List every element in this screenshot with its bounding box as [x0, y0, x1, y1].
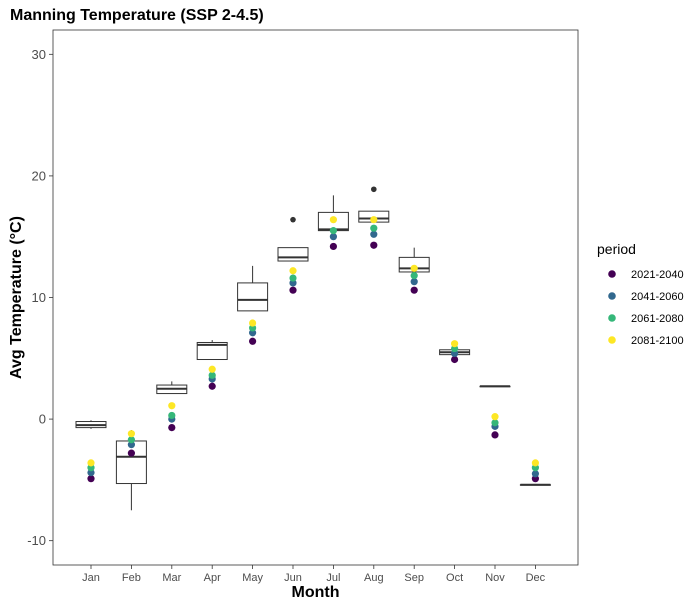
y-tick-label: 0: [39, 412, 46, 427]
box-may: [237, 265, 269, 312]
legend-key: [608, 336, 616, 344]
y-tick-label: -10: [27, 533, 46, 548]
series-point: [370, 230, 378, 238]
series-point: [491, 413, 499, 421]
series-point: [249, 319, 257, 327]
x-axis: Jan Feb Mar Apr May Jun Jul Aug Sep Oct Nov Dec: [82, 565, 546, 584]
x-tick-label: Feb: [122, 572, 141, 584]
x-tick-label: Nov: [485, 572, 505, 584]
box-apr: [196, 340, 228, 361]
series-point: [410, 278, 418, 286]
series-point: [491, 431, 499, 439]
legend-label: 2081-2100: [631, 335, 684, 347]
legend-title: period: [597, 241, 636, 257]
series-point: [531, 470, 540, 478]
series-point: [249, 337, 257, 345]
box-jan: [75, 420, 107, 429]
plot-layer: [75, 186, 551, 511]
box-iqr: [196, 341, 228, 361]
series-point: [410, 272, 418, 280]
series-point: [329, 233, 337, 241]
series-point: [410, 264, 418, 272]
series-2021-2040: [87, 241, 540, 483]
series-point: [208, 365, 216, 373]
series-point: [370, 224, 378, 232]
series-2081-2100: [87, 216, 540, 467]
box-dec: [519, 483, 551, 486]
legend-key: [608, 270, 616, 278]
box-sep: [398, 247, 430, 273]
box-iqr: [237, 282, 269, 312]
series-point: [168, 402, 176, 410]
x-tick-label: Jan: [82, 572, 100, 584]
x-tick-label: Oct: [446, 572, 463, 584]
y-tick-label: 30: [32, 47, 46, 62]
y-axis-title: Avg Temperature (°C): [8, 216, 25, 379]
series-point: [410, 286, 418, 294]
series-point: [329, 242, 337, 251]
series-point: [208, 371, 216, 379]
x-tick-label: Dec: [526, 572, 546, 584]
legend-label: 2061-2080: [631, 313, 684, 325]
y-tick-label: 20: [32, 168, 46, 183]
box-mar: [156, 381, 188, 395]
series-point: [168, 424, 176, 432]
series-point: [289, 267, 297, 275]
series-point: [370, 241, 378, 249]
series-point: [208, 382, 216, 390]
x-axis-title: Month: [292, 584, 340, 601]
series-point: [87, 475, 95, 483]
box-nov: [479, 385, 511, 388]
x-tick-label: Jul: [326, 572, 340, 584]
series-point: [370, 216, 378, 224]
x-tick-label: Mar: [162, 572, 181, 584]
x-tick-label: Apr: [204, 572, 221, 584]
series-point: [127, 449, 135, 457]
y-tick-label: 10: [32, 290, 46, 305]
x-tick-label: Sep: [404, 572, 424, 584]
series-point: [451, 355, 459, 364]
box-jun: [277, 216, 309, 262]
x-tick-label: May: [242, 572, 263, 584]
series-point: [87, 459, 95, 467]
series-point: [531, 459, 540, 467]
series-point: [329, 227, 337, 235]
series-point: [127, 436, 135, 444]
y-axis: -10 0 10 20 30: [27, 47, 53, 548]
legend-label: 2021-2040: [631, 269, 684, 281]
legend: period 2021-2040 2041-2060 2061-2080 2081-2…: [597, 241, 684, 347]
series-point: [491, 419, 499, 427]
series-point: [168, 411, 176, 420]
box-outlier: [290, 216, 296, 223]
x-tick-label: Jun: [284, 572, 302, 584]
legend-label: 2041-2060: [631, 291, 684, 303]
series-point: [289, 286, 297, 294]
series-point: [451, 340, 459, 348]
series-point: [329, 216, 337, 224]
legend-key: [608, 314, 616, 322]
series-point: [289, 274, 297, 282]
chart-title: Manning Temperature (SSP 2-4.5): [10, 7, 264, 24]
box-iqr: [277, 247, 309, 262]
legend-key: [608, 292, 616, 300]
box-outlier: [371, 186, 377, 193]
x-tick-label: Aug: [364, 572, 384, 584]
series-point: [127, 430, 135, 438]
